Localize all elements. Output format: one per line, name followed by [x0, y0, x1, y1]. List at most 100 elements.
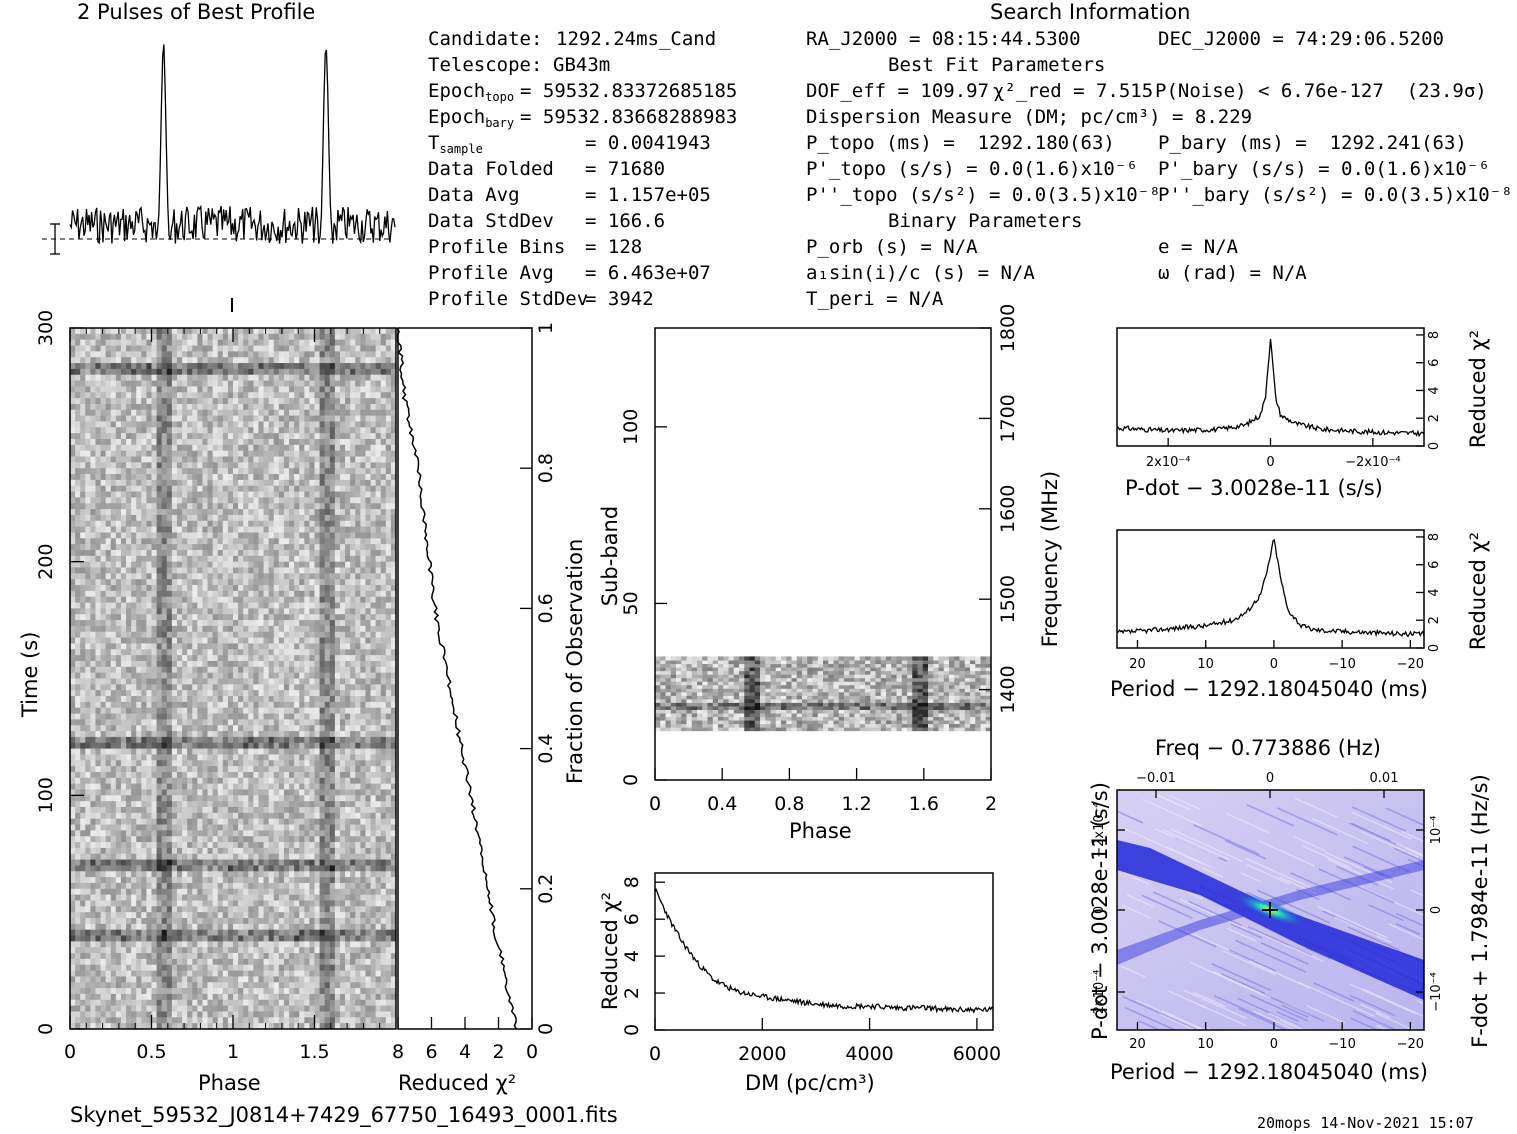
time-phase-cell [212, 690, 219, 697]
time-phase-cell [365, 549, 372, 557]
time-phase-cell [334, 620, 341, 627]
time-phase-cell [187, 596, 193, 604]
time-phase-cell [248, 485, 254, 493]
time-phase-cell [233, 433, 239, 440]
time-phase-cell [166, 392, 173, 399]
time-phase-cell [176, 497, 183, 504]
time-phase-cell [309, 368, 316, 376]
time-phase-cell [350, 707, 356, 715]
time-phase-cell [329, 509, 336, 516]
time-phase-cell [294, 643, 300, 650]
time-phase-cell [100, 672, 107, 680]
time-phase-cell [70, 736, 76, 744]
time-phase-cell [248, 579, 254, 586]
time-phase-cell [151, 357, 158, 364]
time-phase-cell [238, 602, 244, 609]
time-phase-cell [75, 736, 81, 744]
time-phase-cell [375, 771, 382, 779]
time-phase-cell [131, 409, 137, 417]
time-phase-cell [85, 731, 91, 738]
time-phase-cell [120, 585, 127, 592]
time-phase-cell [273, 474, 280, 481]
time-phase-cell [263, 701, 270, 709]
time-phase-cell [141, 456, 147, 463]
time-phase-cell [339, 415, 346, 423]
time-phase-cell [126, 573, 132, 580]
time-phase-cell [238, 684, 244, 691]
time-phase-cell [202, 561, 209, 569]
time-phase-cell [202, 438, 209, 446]
time-phase-cell [187, 643, 193, 650]
time-phase-cell [141, 655, 147, 662]
time-phase-cell [197, 608, 204, 615]
time-phase-cell [217, 520, 224, 528]
time-phase-cell [141, 398, 147, 405]
time-phase-cell [131, 579, 137, 586]
time-phase-cell [304, 567, 310, 574]
time-phase-cell [227, 386, 234, 393]
time-phase-cell [370, 520, 377, 528]
time-phase-cell [207, 731, 214, 738]
time-phase-cell [110, 555, 117, 563]
time-phase-cell [131, 474, 137, 481]
time-phase-cell [176, 690, 183, 697]
time-phase-cell [350, 666, 356, 674]
time-phase-cell [222, 585, 229, 592]
time-phase-cell [233, 719, 239, 726]
time-phase-cell [294, 526, 300, 534]
time-phase-cell [146, 777, 153, 785]
time-phase-cell [319, 760, 326, 767]
time-phase-cell [243, 590, 249, 598]
time-phase-cell [80, 386, 86, 393]
time-phase-cell [100, 590, 107, 598]
time-phase-cell [120, 766, 127, 773]
time-phase-cell [365, 479, 372, 487]
time-phase-cell [126, 351, 132, 358]
time-phase-cell [85, 666, 91, 674]
time-phase-cell [385, 771, 392, 779]
time-phase-cell [75, 328, 81, 335]
time-phase-cell [202, 549, 209, 557]
time-phase-cell [120, 462, 127, 469]
time-phase-cell [222, 468, 229, 475]
time-phase-cell [233, 474, 239, 481]
time-phase-cell [263, 444, 270, 452]
time-phase-cell [182, 497, 188, 504]
time-phase-cell [380, 438, 387, 446]
time-phase-cell [233, 532, 239, 539]
time-phase-cell [385, 637, 392, 645]
time-phase-cell [263, 660, 270, 668]
time-phase-cell [105, 561, 112, 569]
time-phase-cell [289, 444, 295, 452]
time-phase-cell [187, 538, 193, 545]
time-phase-cell [304, 625, 310, 633]
time-phase-cell [161, 438, 168, 446]
time-phase-cell [324, 438, 331, 446]
time-phase-cell [207, 374, 214, 382]
time-phase-cell [273, 614, 280, 621]
time-phase-cell [120, 491, 127, 499]
time-phase-cell [146, 690, 153, 697]
time-phase-cell [263, 555, 270, 563]
time-phase-cell [253, 608, 260, 615]
time-phase-cell [187, 713, 193, 720]
time-phase-cell [385, 678, 392, 685]
time-phase-cell [268, 760, 275, 767]
time-phase-cell [365, 520, 372, 528]
time-phase-cell [329, 637, 336, 645]
time-phase-cell [355, 462, 361, 469]
time-phase-cell [105, 398, 112, 405]
time-phase-cell [304, 678, 310, 685]
time-phase-cell [192, 690, 198, 697]
time-phase-cell [243, 672, 249, 680]
time-phase-cell [207, 526, 214, 534]
time-phase-cell [334, 380, 341, 388]
time-phase-cell [329, 707, 336, 715]
time-phase-cell [360, 497, 367, 504]
time-phase-cell [263, 345, 270, 352]
time-phase-cell [126, 655, 132, 662]
time-phase-cell [156, 573, 163, 580]
time-phase-cell [380, 328, 387, 335]
time-phase-cell [355, 368, 361, 376]
time-phase-cell [360, 771, 367, 779]
